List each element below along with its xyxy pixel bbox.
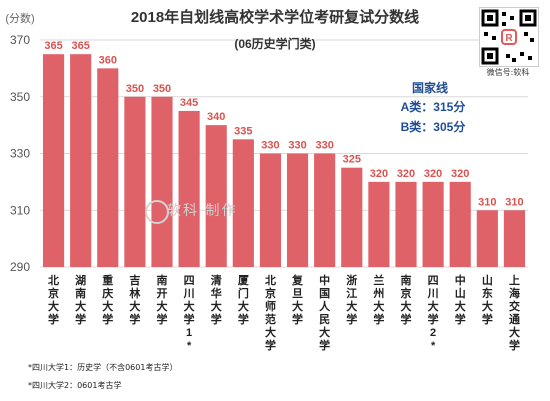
x-tick-label: 湖南大学 — [75, 273, 86, 326]
value-label: 325 — [343, 154, 361, 166]
x-tick-label: 清华大学 — [211, 273, 222, 326]
bar — [314, 153, 336, 267]
y-tick-labels: 290 310 330 350 370 — [10, 33, 30, 274]
bar — [70, 54, 92, 267]
x-tick-label: 复旦大学 — [291, 273, 304, 326]
bar — [476, 210, 498, 267]
value-label: 320 — [451, 168, 469, 180]
bar — [368, 181, 390, 267]
bar — [232, 139, 254, 267]
bars — [42, 54, 526, 267]
x-tick-label: 中山大学 — [455, 273, 466, 326]
bar — [151, 96, 173, 267]
value-label: 350 — [153, 83, 171, 95]
bar — [449, 181, 471, 267]
x-tick-label: 南京大学 — [401, 273, 412, 326]
x-tick-label: 中国人民大学 — [319, 273, 331, 352]
bar — [422, 181, 444, 267]
x-tick-label: 兰州大学 — [372, 273, 384, 326]
grid-lines — [40, 39, 528, 268]
value-label: 320 — [370, 168, 388, 180]
bar — [286, 153, 309, 267]
x-tick-label: 山东大学 — [482, 273, 493, 326]
y-axis-label: (分数) — [5, 12, 34, 25]
y-tick-label: 310 — [10, 203, 30, 217]
bar — [205, 125, 227, 267]
x-tick-label: 四川大学 1 * — [183, 274, 195, 352]
footnote-2: *四川大学2：0601考古学 — [28, 381, 122, 390]
value-label: 365 — [44, 40, 62, 52]
x-tick-label: 重庆大学 — [101, 273, 113, 326]
value-label: 360 — [99, 54, 117, 66]
chart-subtitle: (06历史学门类) — [234, 36, 315, 51]
annotation-line-a: A类：315分 — [401, 99, 466, 114]
bar — [178, 110, 200, 267]
svg-text:R: R — [505, 33, 513, 44]
bar — [97, 68, 119, 267]
value-label: 330 — [315, 140, 333, 152]
y-tick-label: 330 — [10, 147, 30, 161]
x-tick-label: 南开大学 — [157, 273, 168, 326]
value-label: 320 — [424, 168, 442, 180]
x-tick-label: 北京大学 — [48, 273, 59, 326]
bar — [341, 167, 363, 267]
bar — [259, 153, 282, 267]
value-label: 350 — [126, 83, 144, 95]
value-label: 345 — [180, 97, 198, 109]
x-tick-labels: 北京大学 湖南大学 重庆大学 吉林大学 南开大学 四川大学 1 * 清华大学 厦门大学 北京师范大学… — [48, 273, 520, 352]
bar — [124, 96, 146, 267]
value-label: 310 — [505, 196, 523, 208]
qr-caption: 微信号:软科 — [486, 68, 530, 77]
y-tick-label: 350 — [10, 90, 30, 104]
value-label: 310 — [478, 196, 496, 208]
y-tick-label: 370 — [10, 33, 30, 47]
value-labels: 365 365 360 350 350 345 340 335 330 330 330 325 320 3… — [44, 40, 523, 208]
watermark-text: 软科 制作 — [167, 203, 238, 219]
qr-code-icon: R — [479, 7, 539, 67]
x-tick-label: 浙江大学 — [346, 273, 357, 326]
value-label: 320 — [397, 168, 415, 180]
annotation-line-b: B类：305分 — [401, 119, 466, 134]
value-label: 365 — [71, 40, 89, 52]
y-tick-label: 290 — [10, 260, 30, 274]
x-tick-label: 四川大学 2 * — [427, 274, 439, 352]
bar — [395, 181, 417, 267]
value-label: 330 — [288, 140, 306, 152]
bar — [42, 54, 65, 267]
annotation-title: 国家线 — [412, 80, 448, 95]
x-tick-label: 厦门大学 — [238, 274, 250, 326]
chart-title: 2018年自划线高校学术学位考研复试分数线 — [131, 8, 419, 26]
footnote-1: *四川大学1：历史学（不含0601考古学） — [28, 363, 178, 372]
watermark-logo-icon — [145, 200, 169, 224]
value-label: 330 — [261, 140, 279, 152]
value-label: 340 — [207, 111, 225, 123]
value-label: 335 — [234, 125, 252, 137]
x-tick-label: 吉林大学 — [129, 273, 140, 326]
bar — [503, 210, 526, 267]
x-tick-label: 北京师范大学 — [265, 273, 276, 352]
x-tick-label: 上海交通大学 — [509, 273, 520, 352]
